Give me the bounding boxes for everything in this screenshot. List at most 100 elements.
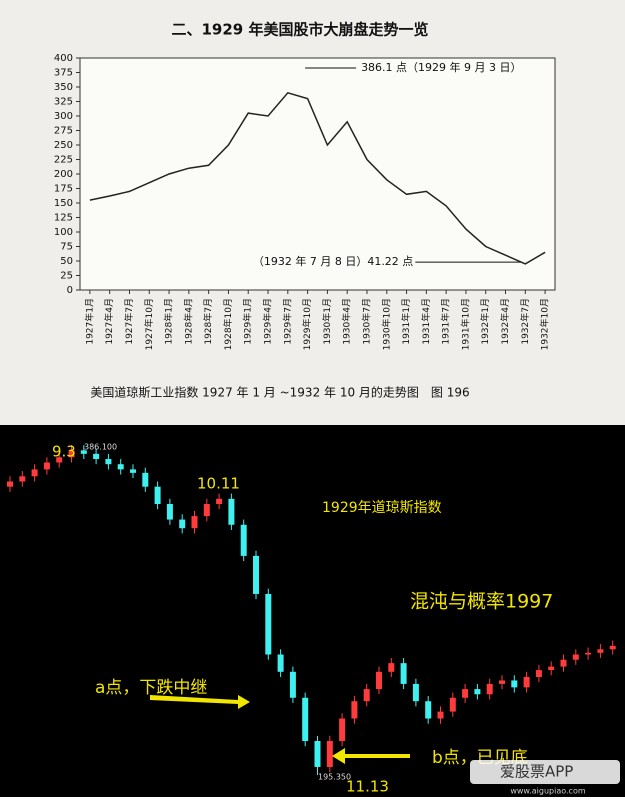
peak-value: 386.100 bbox=[84, 443, 117, 452]
y-tick-label: 175 bbox=[54, 184, 73, 195]
x-tick-label: 1932年7月 bbox=[519, 298, 531, 345]
x-tick-label: 1927年4月 bbox=[103, 298, 115, 345]
x-tick-label: 1930年4月 bbox=[341, 298, 353, 345]
candle-body bbox=[80, 450, 87, 454]
candle-body bbox=[253, 555, 259, 594]
y-tick-label: 125 bbox=[54, 213, 73, 224]
candle-body bbox=[31, 469, 38, 477]
y-tick-label: 275 bbox=[54, 126, 73, 137]
watermark-app: 爱股票APP bbox=[500, 763, 573, 781]
candle-body bbox=[548, 666, 555, 671]
candle-body bbox=[314, 741, 321, 767]
candle-body bbox=[130, 469, 136, 473]
candle-body bbox=[289, 671, 296, 698]
candle-body bbox=[142, 472, 149, 487]
candle-body bbox=[43, 462, 50, 470]
candle-body bbox=[302, 697, 309, 742]
y-tick-label: 0 bbox=[67, 285, 73, 296]
candle-body bbox=[425, 701, 432, 719]
candle-body bbox=[216, 498, 223, 504]
candle-body bbox=[449, 697, 456, 712]
y-tick-label: 350 bbox=[54, 82, 73, 93]
y-tick-label: 325 bbox=[54, 97, 73, 108]
candle-body bbox=[93, 453, 100, 460]
plot-frame bbox=[79, 57, 556, 291]
candle-body bbox=[535, 670, 542, 677]
x-tick-label: 1932年1月 bbox=[479, 298, 491, 345]
y-tick-label: 200 bbox=[54, 169, 73, 180]
candle-body bbox=[117, 464, 124, 470]
candle-body bbox=[511, 680, 518, 688]
candle-body bbox=[191, 516, 198, 529]
x-tick-label: 1929年10月 bbox=[301, 298, 313, 350]
candle-body bbox=[412, 683, 419, 702]
candle-body bbox=[486, 683, 493, 695]
candle-background bbox=[0, 425, 625, 797]
x-tick-label: 1929年7月 bbox=[281, 298, 293, 345]
candle-body bbox=[166, 503, 173, 520]
candle-body bbox=[351, 701, 358, 719]
candle-body bbox=[240, 524, 247, 556]
annotation: 386.1 点（1929 年 9 月 3 日） bbox=[361, 60, 521, 74]
x-tick-label: 1930年7月 bbox=[360, 298, 372, 345]
x-tick-label: 1931年7月 bbox=[440, 298, 452, 345]
candle-body bbox=[585, 652, 592, 655]
candle-body bbox=[326, 741, 333, 767]
y-tick-label: 50 bbox=[60, 256, 73, 267]
arrow bbox=[150, 695, 250, 709]
point-a: a点，下跌中继 bbox=[95, 678, 207, 698]
candle-body bbox=[437, 711, 444, 719]
y-tick-label: 25 bbox=[60, 271, 73, 282]
x-tick-label: 1928年4月 bbox=[182, 298, 194, 345]
caption: 美国道琼斯工业指数 1927 年 1 月 ~1932 年 10 月的走势图 图 … bbox=[90, 385, 469, 400]
peak-date: 9.3 bbox=[52, 443, 76, 461]
x-tick-label: 1931年1月 bbox=[400, 298, 412, 345]
candle-body bbox=[363, 689, 370, 702]
x-tick-label: 1927年7月 bbox=[123, 298, 135, 345]
watermark-url: www.aigupiao.com bbox=[510, 787, 586, 796]
candle-body bbox=[179, 519, 186, 529]
candle-body bbox=[68, 450, 75, 458]
x-tick-label: 1929年4月 bbox=[262, 298, 274, 345]
candle-body bbox=[560, 659, 567, 667]
x-tick-label: 1930年1月 bbox=[321, 298, 333, 345]
x-tick-label: 1927年1月 bbox=[83, 298, 95, 345]
candle-body bbox=[7, 481, 13, 487]
y-tick-label: 150 bbox=[54, 198, 73, 209]
y-tick-label: 300 bbox=[54, 111, 73, 122]
title: 1929年道琼斯指数 bbox=[322, 500, 442, 516]
candle-body bbox=[462, 689, 469, 698]
candle-body bbox=[400, 663, 407, 684]
candle-body bbox=[339, 718, 346, 742]
x-tick-label: 1930年10月 bbox=[380, 298, 392, 350]
line bbox=[89, 91, 546, 265]
candle-body bbox=[56, 457, 63, 463]
x-tick-label: 1929年1月 bbox=[242, 298, 254, 345]
candle-body bbox=[523, 676, 530, 688]
x-tick-label: 1932年4月 bbox=[499, 298, 511, 345]
candle-body bbox=[228, 498, 235, 525]
x-tick-label: 1931年10月 bbox=[459, 298, 471, 350]
x-tick-label: 1927年10月 bbox=[143, 298, 155, 350]
candle-body bbox=[19, 476, 26, 482]
candle-body bbox=[609, 645, 616, 650]
watermark-bg bbox=[470, 760, 620, 784]
candle-body bbox=[203, 503, 210, 517]
x-tick-label: 1928年7月 bbox=[202, 298, 214, 345]
candle-body bbox=[376, 671, 382, 690]
x-tick-label: 1928年1月 bbox=[163, 298, 175, 345]
candle-body bbox=[499, 680, 505, 684]
rebound-date: 10.11 bbox=[197, 475, 240, 493]
candle-body bbox=[597, 649, 604, 653]
candle-body bbox=[265, 593, 272, 655]
candle-body bbox=[154, 486, 161, 504]
arrow bbox=[332, 748, 410, 764]
candle-body bbox=[388, 663, 395, 672]
low-date: 11.13 bbox=[346, 778, 389, 796]
x-tick-label: 1932年10月 bbox=[539, 298, 551, 350]
chart-title: 二、1929 年美国股市大崩盘走势一览 bbox=[172, 21, 429, 39]
candle-body bbox=[474, 689, 481, 695]
subtitle: 混沌与概率1997 bbox=[410, 591, 553, 613]
